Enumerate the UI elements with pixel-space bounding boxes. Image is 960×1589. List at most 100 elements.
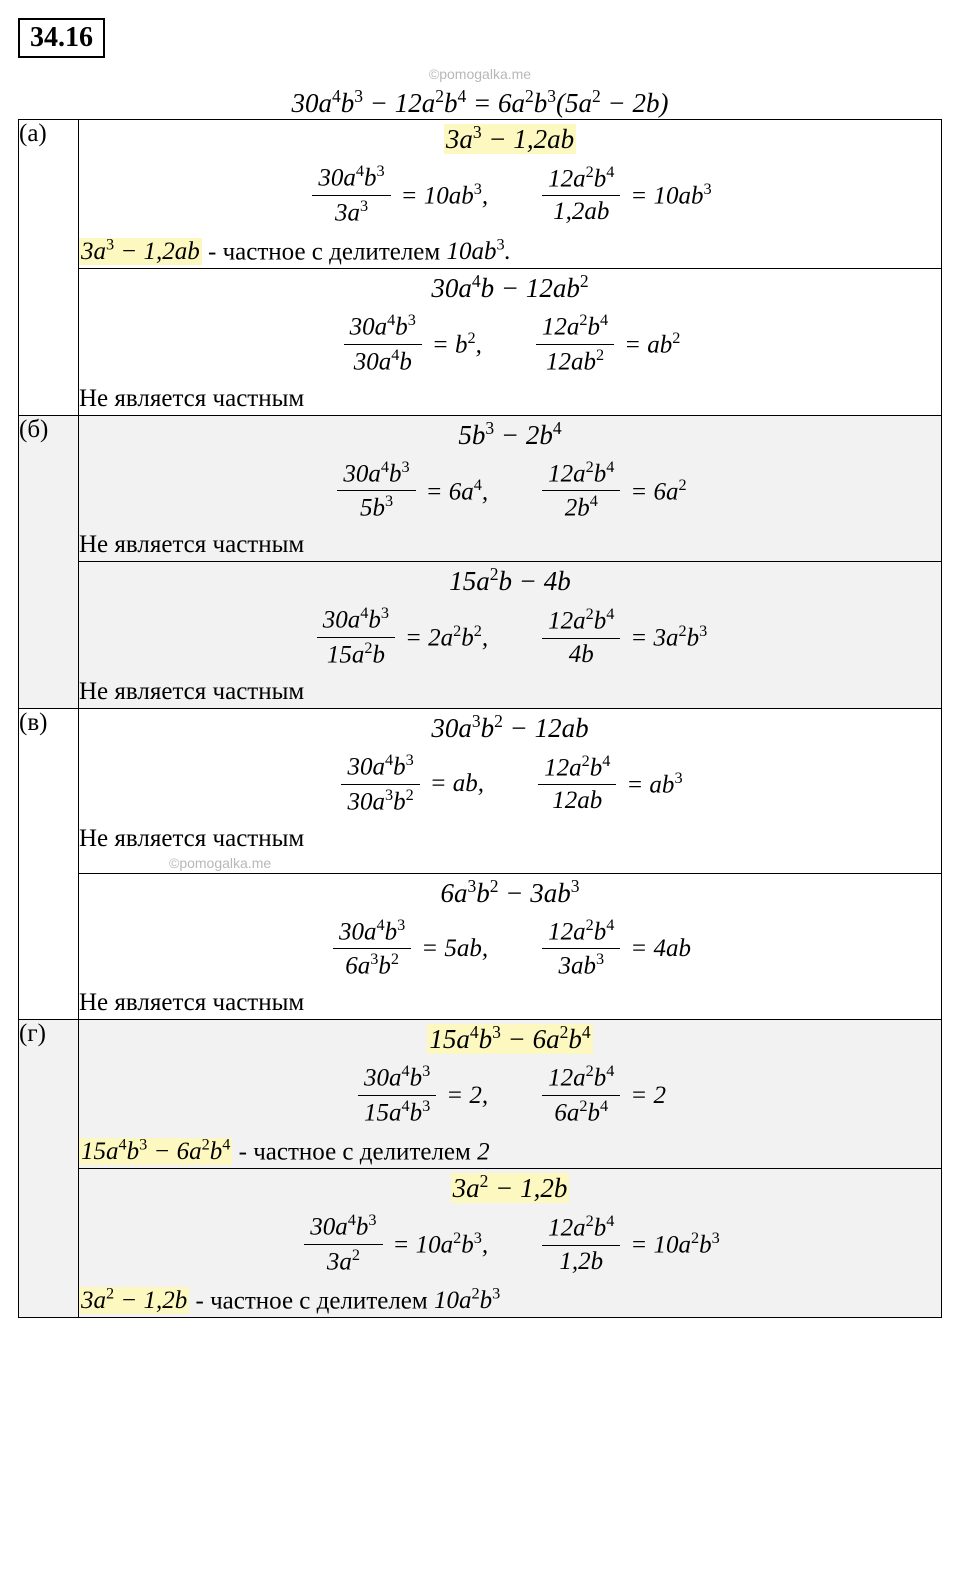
fraction-row: 30a4b36a3b2 = 5ab, 12a2b43ab3 = 4ab bbox=[79, 915, 941, 984]
table-row: 6a3b2 − 3ab3 30a4b36a3b2 = 5ab, 12a2b43ab3… bbox=[19, 873, 942, 1020]
subpart-title: 6a3b2 − 3ab3 bbox=[79, 876, 941, 909]
numerator: 30a4b3 bbox=[344, 310, 422, 345]
fraction-item: 30a4b315a2b = 2a2b2, bbox=[313, 603, 488, 672]
highlighted-expr: 15a4b3 − 6a2b4 bbox=[427, 1024, 592, 1054]
conclusion: Не является частным bbox=[79, 989, 941, 1017]
problem-number: 34.16 bbox=[18, 18, 105, 58]
fraction: 12a2b412ab2 bbox=[536, 310, 614, 379]
subpart-title: 15a4b3 − 6a2b4 bbox=[79, 1022, 941, 1055]
fraction: 30a4b35b3 bbox=[337, 457, 415, 526]
fraction: 12a2b42b4 bbox=[542, 457, 620, 526]
numerator: 30a4b3 bbox=[337, 457, 415, 492]
subpart-title: 30a3b2 − 12ab bbox=[79, 711, 941, 744]
table-row: (г)15a4b3 − 6a2b430a4b315a4b3 = 2,12a2b4… bbox=[19, 1020, 942, 1169]
conclusion: Не является частным bbox=[79, 385, 941, 413]
fraction: 12a2b412ab bbox=[538, 751, 616, 818]
fraction: 30a4b315a2b bbox=[317, 603, 395, 672]
numerator: 12a2b4 bbox=[542, 1061, 620, 1096]
fraction-result: = 2 bbox=[630, 1082, 666, 1110]
conclusion: Не является частным bbox=[79, 678, 941, 706]
subpart-cell: 30a3b2 − 12ab30a4b330a3b2 = ab,12a2b412a… bbox=[79, 708, 942, 873]
fraction: 30a4b315a4b3 bbox=[358, 1061, 436, 1130]
fraction-result: = 10ab3, bbox=[401, 180, 489, 210]
fraction-item: 12a2b44b = 3a2b3 bbox=[538, 604, 707, 671]
highlighted-expr: 15a4b3 − 6a2b4 bbox=[79, 1138, 232, 1165]
fraction-result: = 2a2b2, bbox=[405, 622, 488, 652]
highlighted-expr: 3a2 − 1,2b bbox=[79, 1287, 189, 1314]
subpart-cell: 3a2 − 1,2b 30a4b33a2 = 10a2b3, 12a2b41,2b … bbox=[79, 1169, 942, 1318]
conclusion: Не является частным bbox=[79, 531, 941, 559]
denominator: 1,2ab bbox=[547, 196, 615, 229]
fraction-result: = 2, bbox=[446, 1082, 488, 1110]
denominator: 3a2 bbox=[321, 1245, 366, 1279]
fraction: 12a2b43ab3 bbox=[542, 915, 620, 984]
numerator: 30a4b3 bbox=[304, 1210, 382, 1245]
watermark-inline: ©pomogalka.me bbox=[79, 855, 941, 871]
conclusion-text: - частное с делителем bbox=[189, 1287, 434, 1314]
fraction-result: = ab, bbox=[430, 770, 484, 798]
fraction-row: 30a4b315a4b3 = 2, 12a2b46a2b4 = 2 bbox=[79, 1061, 941, 1130]
fraction-item: 12a2b41,2ab = 10ab3 bbox=[538, 162, 712, 229]
numerator: 30a4b3 bbox=[341, 750, 419, 785]
subpart-cell: 3a3 − 1,2ab 30a4b33a3 = 10ab3, 12a2b41,2ab… bbox=[79, 120, 942, 269]
fraction-item: 12a2b41,2b = 10a2b3 bbox=[538, 1211, 720, 1278]
part-label: (в) bbox=[19, 708, 79, 1019]
fraction-result: = 10a2b3 bbox=[630, 1229, 719, 1259]
fraction-item: 30a4b36a3b2 = 5ab, bbox=[329, 915, 488, 984]
numerator: 12a2b4 bbox=[542, 162, 620, 197]
part-label: (б) bbox=[19, 415, 79, 708]
fraction: 30a4b36a3b2 bbox=[333, 915, 411, 984]
fraction: 30a4b330a4b bbox=[344, 310, 422, 379]
fraction: 30a4b33a2 bbox=[304, 1210, 382, 1279]
numerator: 12a2b4 bbox=[542, 1211, 620, 1246]
fraction-item: 12a2b46a2b4 = 2 bbox=[538, 1061, 666, 1130]
denominator: 6a3b2 bbox=[339, 949, 405, 983]
fraction-row: 30a4b33a3 = 10ab3, 12a2b41,2ab = 10ab3 bbox=[79, 161, 941, 230]
fraction: 12a2b46a2b4 bbox=[542, 1061, 620, 1130]
main-equation: 30a4b3 − 12a2b4 = 6a2b3(5a2 − 2b) bbox=[18, 86, 942, 119]
conclusion: 3a3 − 1,2ab - частное с делителем 10ab3. bbox=[79, 236, 941, 266]
fraction: 30a4b33a3 bbox=[312, 161, 390, 230]
numerator: 12a2b4 bbox=[536, 310, 614, 345]
watermark-top: ©pomogalka.me bbox=[18, 66, 942, 82]
fraction: 12a2b41,2ab bbox=[542, 162, 620, 229]
fraction-result: = 5ab, bbox=[421, 935, 488, 963]
subpart-title: 30a4b − 12ab2 bbox=[79, 271, 941, 304]
fraction-item: 12a2b43ab3 = 4ab bbox=[538, 915, 691, 984]
subpart-title: 5b3 − 2b4 bbox=[79, 418, 941, 451]
denominator: 12ab2 bbox=[540, 345, 610, 379]
numerator: 12a2b4 bbox=[538, 751, 616, 786]
numerator: 30a4b3 bbox=[312, 161, 390, 196]
table-row: 30a4b − 12ab2 30a4b330a4b = b2, 12a2b412ab… bbox=[19, 268, 942, 415]
subpart-title: 3a2 − 1,2b bbox=[79, 1171, 941, 1204]
table-row: 15a2b − 4b 30a4b315a2b = 2a2b2, 12a2b44b =… bbox=[19, 562, 942, 709]
fraction-item: 12a2b412ab = ab3 bbox=[534, 751, 683, 818]
conclusion: 3a2 − 1,2b - частное с делителем 10a2b3 bbox=[79, 1285, 941, 1315]
numerator: 12a2b4 bbox=[542, 915, 620, 950]
conclusion-divisor: 10ab3. bbox=[446, 238, 510, 265]
fraction-item: 12a2b42b4 = 6a2 bbox=[538, 457, 687, 526]
denominator: 5b3 bbox=[354, 491, 399, 525]
fraction-result: = 6a4, bbox=[426, 476, 489, 506]
fraction-result: = b2, bbox=[432, 329, 482, 359]
highlighted-expr: 3a3 − 1,2ab bbox=[444, 124, 576, 154]
conclusion-text: - частное с делителем bbox=[202, 238, 447, 265]
fraction-result: = 10a2b3, bbox=[393, 1229, 489, 1259]
fraction-item: 30a4b315a4b3 = 2, bbox=[354, 1061, 488, 1130]
conclusion-divisor: 2 bbox=[477, 1138, 490, 1165]
fraction-result: = ab3 bbox=[626, 769, 682, 799]
part-label: (а) bbox=[19, 120, 79, 416]
subpart-cell: 5b3 − 2b4 30a4b35b3 = 6a4, 12a2b42b4 = 6a2… bbox=[79, 415, 942, 562]
fraction-result: = ab2 bbox=[624, 329, 680, 359]
denominator: 12ab bbox=[546, 785, 608, 818]
numerator: 12a2b4 bbox=[542, 604, 620, 639]
conclusion-text: - частное с делителем bbox=[232, 1138, 477, 1165]
solution-table: (а)3a3 − 1,2ab30a4b33a3 = 10ab3,12a2b41,… bbox=[18, 119, 942, 1318]
fraction-item: 12a2b412ab2 = ab2 bbox=[532, 310, 681, 379]
numerator: 30a4b3 bbox=[358, 1061, 436, 1096]
denominator: 3a3 bbox=[329, 196, 374, 230]
fraction-row: 30a4b330a4b = b2, 12a2b412ab2 = ab2 bbox=[79, 310, 941, 379]
fraction: 12a2b41,2b bbox=[542, 1211, 620, 1278]
conclusion: 15a4b3 − 6a2b4 - частное с делителем 2 bbox=[79, 1136, 941, 1166]
subpart-title: 15a2b − 4b bbox=[79, 564, 941, 597]
